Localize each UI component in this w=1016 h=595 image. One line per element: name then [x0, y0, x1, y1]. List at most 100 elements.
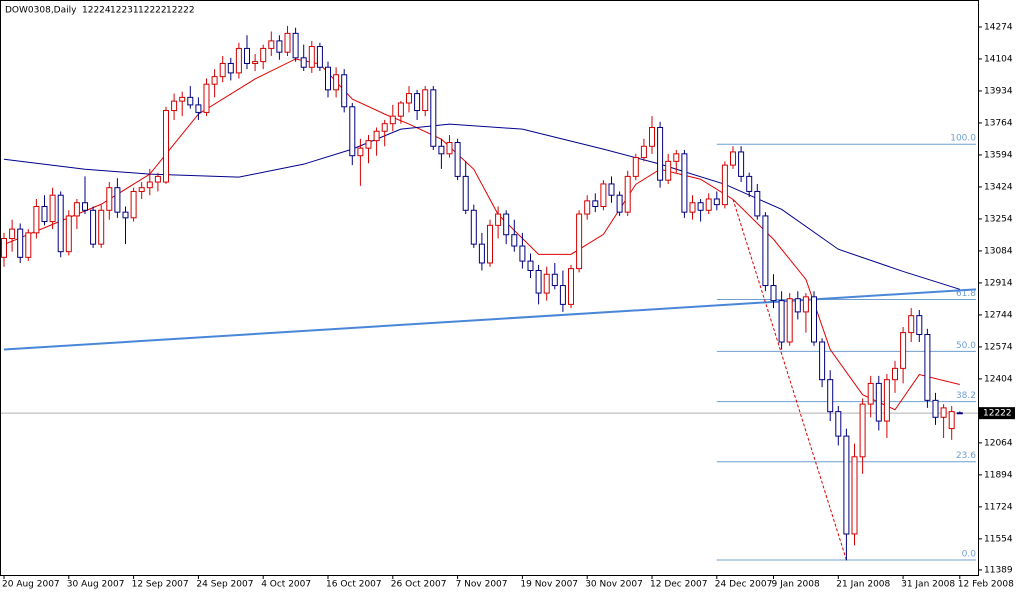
- candle-body: [851, 456, 858, 535]
- candle-body: [300, 57, 307, 68]
- candle-body: [187, 96, 194, 106]
- candle-body: [1, 238, 7, 258]
- candle-body: [786, 298, 793, 343]
- candle-body: [632, 157, 639, 177]
- y-tick-label: 14104: [984, 54, 1013, 64]
- fibo-anchor: [732, 199, 847, 561]
- moving-average: [3, 58, 960, 411]
- header-high: 12231: [110, 6, 139, 16]
- y-tick-label: 11724: [984, 502, 1013, 512]
- candle-body: [584, 200, 591, 215]
- candle-body: [802, 296, 809, 313]
- candle-body: [65, 215, 72, 253]
- fibo-label: 50.0: [956, 341, 976, 351]
- x-tick-label: 16 Oct 2007: [326, 580, 382, 590]
- candle-body: [25, 232, 32, 258]
- candle-body: [705, 198, 712, 211]
- candle-body: [932, 399, 939, 418]
- candle-body: [908, 315, 915, 334]
- x-tick-label: 24 Sep 2007: [196, 580, 253, 590]
- x-tick-label: 12 Feb 2008: [958, 580, 1014, 590]
- candle-body: [470, 209, 477, 245]
- candle-body: [227, 62, 234, 74]
- candle-body: [916, 315, 923, 335]
- candle-body: [454, 142, 461, 177]
- candle-body: [576, 213, 583, 270]
- candle-body: [268, 40, 275, 49]
- candle-body: [551, 273, 558, 287]
- fibo-label: 38.2: [956, 391, 976, 401]
- fibo-label: 23.6: [956, 451, 976, 461]
- candle-body: [179, 96, 186, 102]
- candle-body: [811, 296, 817, 343]
- x-tick-label: 30 Nov 2007: [585, 580, 643, 590]
- candle-body: [389, 115, 396, 125]
- candle-body: [948, 411, 955, 430]
- candle-body: [357, 147, 364, 157]
- candle-body: [276, 40, 283, 53]
- candle-body: [203, 83, 210, 113]
- candle-body: [730, 151, 736, 166]
- header-open: 12224: [82, 6, 111, 16]
- candle-body: [859, 403, 866, 458]
- candle-body: [746, 175, 753, 192]
- candle-body: [600, 183, 607, 208]
- candle-body: [875, 382, 882, 422]
- header-low: 12222: [138, 6, 167, 16]
- candle-body: [697, 202, 704, 211]
- candle-body: [122, 211, 129, 219]
- candle-body: [106, 187, 113, 211]
- candle-body: [146, 181, 153, 189]
- candle-body: [114, 187, 121, 213]
- y-tick-label: 13764: [984, 118, 1013, 128]
- candle-body: [673, 153, 680, 162]
- candle-body: [397, 102, 404, 117]
- candle-body: [681, 153, 688, 213]
- candle-body: [422, 89, 429, 112]
- candle-body: [235, 47, 242, 74]
- candle-body: [308, 46, 315, 68]
- x-tick-label: 30 Aug 2007: [67, 580, 125, 590]
- fibo-label: 100.0: [950, 134, 976, 144]
- plot-frame: [0, 0, 979, 576]
- candle-body: [487, 224, 493, 264]
- candle-body: [163, 110, 169, 183]
- candle-body: [17, 228, 24, 258]
- y-tick-label: 12404: [984, 374, 1013, 384]
- x-tick-label: 21 Jan 2008: [836, 580, 890, 590]
- price-tag: [979, 407, 1015, 420]
- candle-body: [82, 202, 88, 211]
- x-tick-label: 19 Nov 2007: [520, 580, 578, 590]
- y-tick-label: 11389: [984, 565, 1013, 575]
- x-tick-label: 24 Dec 2007: [715, 580, 773, 590]
- candle-body: [478, 243, 485, 264]
- candle-body: [219, 62, 226, 78]
- candle-body: [568, 268, 574, 305]
- candle-body: [446, 142, 453, 155]
- candle-body: [819, 341, 826, 381]
- candle-body: [138, 187, 145, 192]
- header-close: 12222: [166, 6, 195, 16]
- candle-body: [624, 175, 631, 213]
- candle-body: [130, 190, 137, 219]
- candle-body: [608, 183, 615, 196]
- y-tick-label: 14274: [984, 22, 1013, 32]
- candle-body: [9, 228, 16, 240]
- candle-body: [835, 411, 842, 437]
- candle-body: [892, 367, 898, 381]
- candle-body: [349, 106, 356, 157]
- candle-body: [284, 32, 291, 53]
- candle-body: [794, 298, 801, 313]
- candle-body: [414, 93, 421, 112]
- candle-body: [535, 269, 542, 294]
- y-tick-label: 13084: [984, 246, 1013, 256]
- y-tick-label: 12744: [984, 310, 1013, 320]
- candle-body: [665, 160, 672, 181]
- candle-body: [770, 285, 777, 302]
- candle-body: [900, 332, 907, 369]
- candle-body: [171, 100, 178, 112]
- candle-body: [316, 46, 323, 68]
- candle-body: [778, 300, 785, 343]
- candle-body: [956, 412, 963, 415]
